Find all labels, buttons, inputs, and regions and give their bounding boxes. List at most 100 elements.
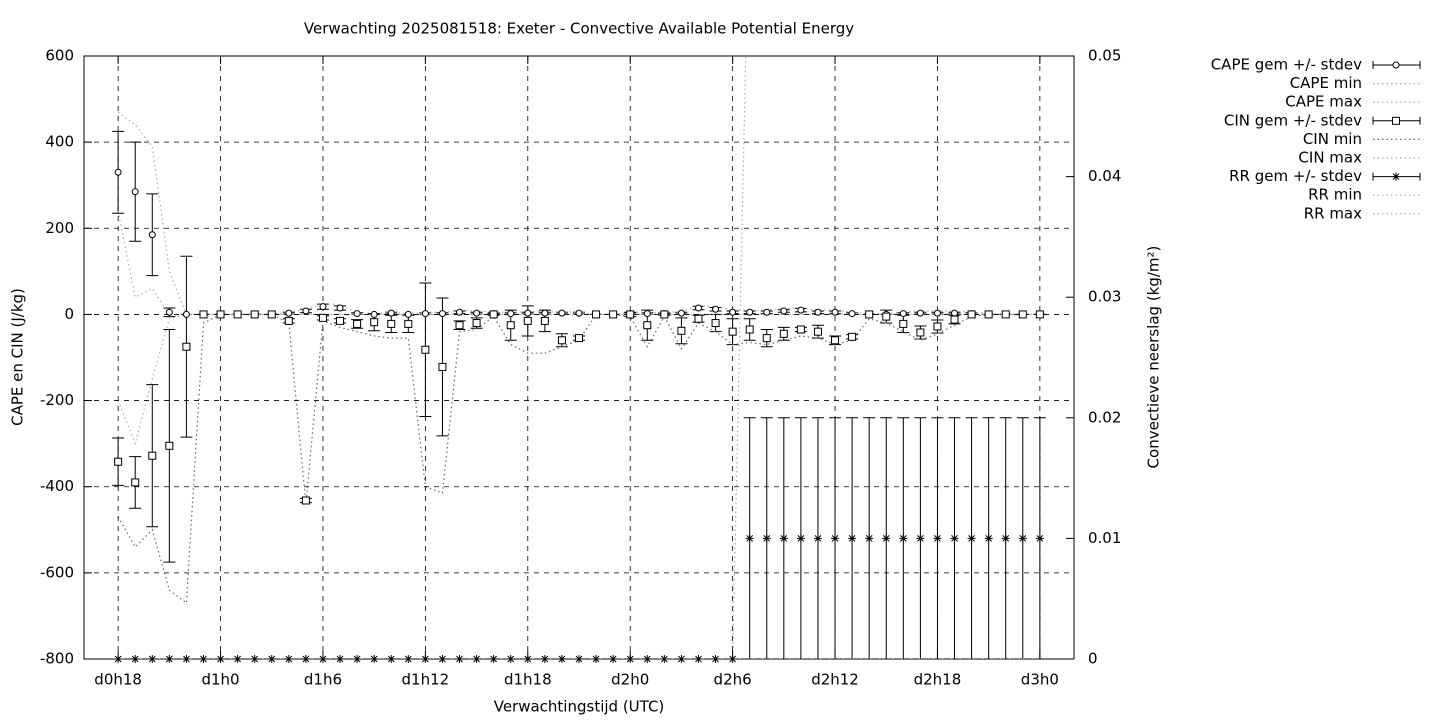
data-point [575, 309, 583, 317]
data-point [916, 309, 924, 317]
data-point [438, 362, 447, 371]
data-point [899, 319, 908, 328]
data-point [813, 327, 822, 336]
y-tick-label: 200 [45, 219, 74, 237]
data-point [456, 308, 464, 316]
data-point [728, 327, 737, 336]
data-point [780, 307, 788, 315]
data-point [899, 310, 907, 318]
data-point [796, 534, 805, 543]
data-point [301, 496, 310, 505]
data-point [899, 534, 908, 543]
data-point [694, 304, 702, 312]
data-point [660, 310, 669, 319]
legend-label: CAPE max [1285, 93, 1362, 111]
data-point [216, 655, 225, 663]
legend-marker [1392, 116, 1400, 125]
y-tick-label: -400 [40, 477, 74, 495]
legend-label: RR min [1308, 186, 1362, 204]
data-point [319, 303, 327, 311]
data-point [762, 534, 771, 543]
data-point [148, 655, 157, 663]
data-point [557, 655, 566, 663]
data-point [933, 534, 942, 543]
data-point [165, 308, 173, 316]
data-point [677, 326, 686, 335]
data-point [813, 534, 822, 543]
data-point [626, 310, 635, 319]
data-point [199, 655, 208, 663]
min-max-line [117, 210, 1040, 316]
data-point [540, 316, 549, 325]
data-point [796, 325, 805, 334]
data-point [677, 655, 686, 663]
data-point [540, 655, 549, 663]
y2-tick-label: 0 [1088, 650, 1098, 668]
data-point [831, 336, 840, 345]
data-point [455, 655, 464, 663]
plot-frame [83, 55, 1075, 660]
data-point [745, 325, 754, 334]
data-point [507, 310, 515, 318]
legend-label: CIN min [1303, 130, 1362, 148]
data-point [267, 310, 276, 319]
data-point [131, 478, 140, 487]
data-point [438, 655, 447, 663]
data-point [199, 310, 208, 319]
data-point [779, 329, 788, 338]
data-point [745, 534, 754, 543]
legend-label: CIN gem +/- stdev [1224, 111, 1362, 129]
y2-tick-label: 0.03 [1088, 288, 1121, 306]
data-point [472, 655, 481, 663]
data-point [387, 319, 396, 328]
data-point [779, 534, 788, 543]
data-point [148, 231, 156, 239]
data-point [506, 655, 515, 663]
data-point [302, 307, 310, 315]
data-point [387, 655, 396, 663]
data-point [233, 655, 242, 663]
y2-tick-label: 0.04 [1088, 167, 1121, 185]
legend-label: CAPE gem +/- stdev [1211, 56, 1362, 74]
data-point [336, 316, 345, 325]
data-point [233, 310, 242, 319]
legend-marker [1392, 61, 1400, 69]
data-point [523, 316, 532, 325]
data-point [950, 534, 959, 543]
data-point [523, 655, 532, 663]
y-tick-label: 0 [64, 305, 74, 323]
data-point [575, 334, 583, 343]
data-point [182, 655, 191, 663]
y2-tick-label: 0.05 [1088, 47, 1121, 65]
y2-tick-label: 0.02 [1088, 408, 1121, 426]
x-tick-label: d2h18 [914, 671, 962, 689]
data-point [984, 310, 993, 319]
data-point [165, 441, 174, 450]
data-point [814, 308, 822, 316]
x-tick-label: d1h6 [304, 671, 342, 689]
data-point [711, 655, 720, 663]
x-tick-label: d1h0 [201, 671, 239, 689]
data-point [558, 309, 566, 317]
data-point [284, 316, 293, 325]
data-point [848, 310, 856, 318]
data-point [951, 309, 959, 317]
data-point [1035, 534, 1044, 543]
y-tick-label: -600 [40, 563, 74, 581]
data-point [182, 342, 191, 351]
data-point [131, 188, 139, 196]
data-point [967, 310, 976, 319]
x-tick-label: d2h12 [811, 671, 859, 689]
plot-area [112, 56, 1046, 659]
min-max-line [117, 313, 1040, 446]
data-point [131, 655, 140, 663]
data-point [353, 319, 362, 328]
chart-title: Verwachting 2025081518: Exeter - Convect… [304, 20, 854, 38]
legend-label: CIN max [1298, 149, 1362, 167]
data-point [353, 310, 361, 318]
data-point [763, 308, 771, 316]
data-point [694, 655, 703, 663]
data-point [489, 310, 498, 319]
data-point [472, 319, 481, 328]
data-point [250, 310, 259, 319]
